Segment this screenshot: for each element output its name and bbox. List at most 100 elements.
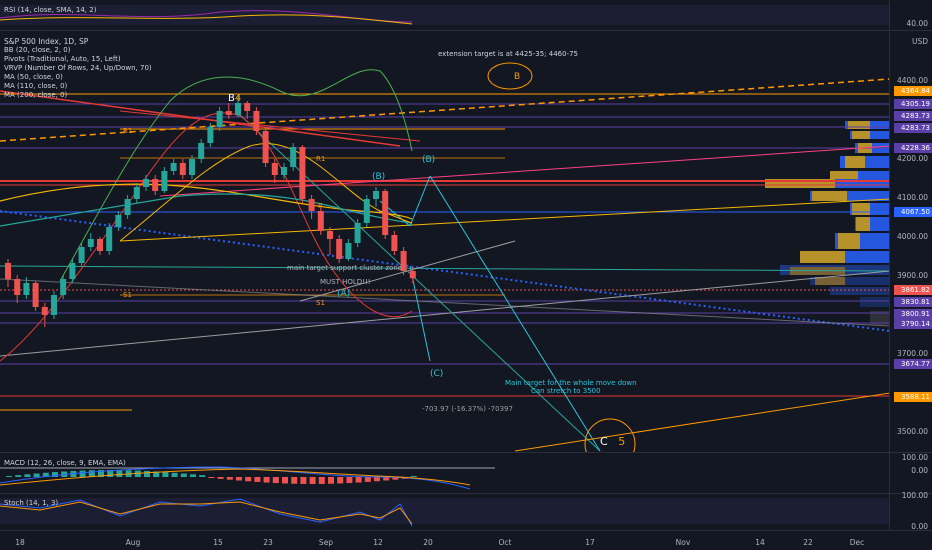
annotation-r1: R1: [316, 155, 326, 163]
macd-bar: [263, 477, 270, 483]
macd-axis[interactable]: 100.00 0.00: [889, 453, 932, 493]
trend-lines: [0, 78, 890, 452]
candles[interactable]: [5, 95, 416, 327]
annotation-extension: extension target is at 4425-35; 4460-75: [438, 50, 579, 58]
x-tick: 14: [755, 538, 765, 547]
candle[interactable]: [152, 179, 159, 191]
stoch-axis[interactable]: 100.00 0.00: [889, 491, 932, 531]
macd-bar: [236, 477, 242, 481]
candle[interactable]: [308, 199, 315, 211]
macd-tick: 0.00: [911, 466, 928, 475]
macd-pane[interactable]: MACD (12, 26, close, 9, EMA, EMA): [0, 453, 890, 493]
candle[interactable]: [87, 239, 94, 247]
rsi-pane[interactable]: RSI (14, close, SMA, 14, 2): [0, 0, 890, 30]
b4-number: 4: [234, 93, 242, 104]
candle[interactable]: [345, 243, 352, 259]
candle[interactable]: [124, 199, 131, 215]
main-pane[interactable]: S&P 500 Index, 1D, SP BB (20, close, 2, …: [0, 31, 890, 452]
candle[interactable]: [363, 199, 370, 223]
candle[interactable]: [69, 263, 76, 279]
price-label: 3790.14: [894, 319, 932, 329]
legend-ma200: MA (200, close, 0): [4, 91, 68, 99]
candle[interactable]: [262, 131, 269, 163]
candle[interactable]: [400, 251, 407, 271]
candle[interactable]: [290, 147, 297, 167]
macd-bar: [217, 477, 224, 479]
x-tick: 15: [213, 538, 223, 547]
macd-bar: [272, 477, 279, 484]
candle[interactable]: [170, 163, 177, 171]
candle[interactable]: [60, 279, 67, 295]
candle[interactable]: [51, 295, 57, 315]
candle[interactable]: [189, 159, 195, 175]
candle[interactable]: [161, 171, 168, 191]
candle[interactable]: [391, 235, 398, 251]
annotation-main-target: main target support cluster zone: [287, 264, 403, 272]
macd-bar: [245, 477, 252, 482]
time-axis[interactable]: 18 Aug 15 23 Sep 12 20 Oct 17 Nov 14 22 …: [0, 531, 932, 550]
candle[interactable]: [143, 179, 149, 187]
annotation-measure: -703.97 (-16.37%) -70397: [422, 405, 513, 413]
rsi-label: RSI (14, close, SMA, 14, 2): [4, 6, 97, 14]
macd-bar: [33, 473, 40, 477]
y-tick: 4000.00: [896, 232, 928, 241]
stoch-pane[interactable]: Stoch (14, 1, 3): [0, 494, 890, 530]
candle[interactable]: [382, 191, 389, 235]
macd-bar: [355, 477, 362, 483]
candle[interactable]: [299, 147, 306, 199]
candle[interactable]: [115, 215, 122, 227]
macd-plot: [0, 466, 495, 490]
candle[interactable]: [244, 103, 251, 111]
rsi-axis[interactable]: 40.00: [889, 0, 932, 30]
volume-profile: [765, 121, 890, 325]
candle[interactable]: [373, 191, 379, 199]
candle[interactable]: [281, 167, 287, 175]
macd-bar: [309, 477, 316, 484]
stoch-tick: 100.00: [901, 491, 928, 500]
main-chart[interactable]: [0, 31, 890, 452]
candle[interactable]: [271, 163, 278, 175]
candle[interactable]: [97, 239, 103, 251]
x-tick: 12: [373, 538, 383, 547]
rsi-plot: [0, 5, 890, 25]
candle[interactable]: [133, 187, 140, 199]
candle[interactable]: [409, 271, 416, 279]
indicator-curves: [0, 69, 413, 362]
candle[interactable]: [5, 263, 11, 279]
macd-bar: [6, 476, 12, 477]
candle[interactable]: [41, 307, 48, 315]
macd-bar: [24, 474, 31, 477]
candle[interactable]: [225, 111, 232, 115]
price-axis[interactable]: USD 4400.00 4200.00 4100.00 4000.00 3900…: [889, 31, 932, 452]
legend-symbol: S&P 500 Index, 1D, SP: [4, 37, 89, 46]
candle[interactable]: [253, 111, 260, 131]
candle[interactable]: [32, 283, 39, 307]
c5-circle: [584, 418, 636, 452]
candle[interactable]: [327, 231, 333, 239]
candle[interactable]: [78, 247, 85, 263]
stoch-tick: 0.00: [911, 522, 928, 531]
candle[interactable]: [207, 127, 214, 143]
candle[interactable]: [14, 279, 21, 295]
x-tick: 23: [263, 538, 273, 547]
price-label: 4283.73: [894, 111, 932, 121]
stoch-label: Stoch (14, 1, 3): [4, 499, 59, 507]
macd-bar: [291, 477, 298, 484]
x-tick: Nov: [675, 538, 691, 547]
candle[interactable]: [216, 111, 223, 127]
candle[interactable]: [179, 163, 186, 175]
candle[interactable]: [336, 239, 343, 259]
macd-label: MACD (12, 26, close, 9, EMA, EMA): [4, 459, 126, 467]
candle[interactable]: [198, 143, 205, 159]
candle[interactable]: [106, 227, 113, 251]
price-label: 3800.91: [894, 309, 932, 319]
candle[interactable]: [23, 283, 30, 295]
candle[interactable]: [235, 103, 241, 115]
macd-bar: [98, 470, 104, 477]
price-label: 4364.84: [894, 86, 932, 96]
candle[interactable]: [317, 211, 324, 231]
y-tick: 4200.00: [896, 154, 928, 163]
price-label: 3861.82: [894, 285, 932, 295]
candle[interactable]: [354, 223, 361, 243]
y-tick: 3700.00: [896, 349, 928, 358]
